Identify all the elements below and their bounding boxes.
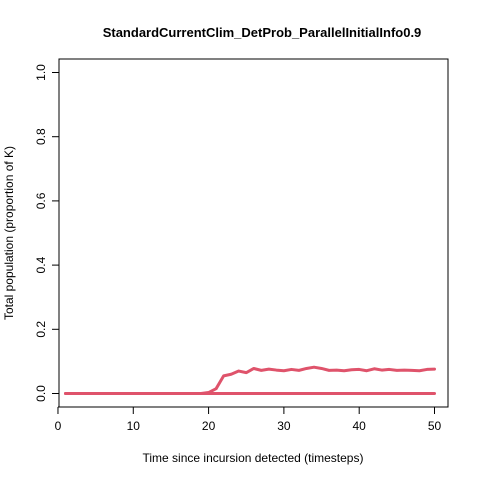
x-tick-label: 50: [428, 419, 442, 433]
y-tick-label: 0.4: [34, 256, 48, 273]
chart-title: StandardCurrentClim_DetProb_ParallelInit…: [103, 25, 422, 40]
y-tick-label: 0.2: [34, 321, 48, 338]
y-tick-label: 0.8: [34, 128, 48, 145]
x-tick-label: 30: [277, 419, 291, 433]
x-tick-label: 20: [202, 419, 216, 433]
plot-frame: [58, 58, 449, 408]
y-tick-label: 0.6: [34, 192, 48, 209]
x-tick-label: 10: [127, 419, 141, 433]
y-tick-label: 0.0: [34, 385, 48, 402]
y-axis-label: Total population (proportion of K): [2, 146, 16, 320]
x-axis-label: Time since incursion detected (timesteps…: [143, 451, 364, 465]
x-tick-label: 0: [55, 419, 62, 433]
y-axis: 0.0 0.2 0.4 0.6 0.8 1.0: [34, 64, 60, 402]
y-tick-label: 1.0: [34, 64, 48, 81]
series-layer: [64, 365, 436, 395]
series-line-1: [64, 365, 436, 395]
x-axis: 0 10 20 30 40 50: [55, 406, 442, 433]
x-tick-label: 40: [353, 419, 367, 433]
